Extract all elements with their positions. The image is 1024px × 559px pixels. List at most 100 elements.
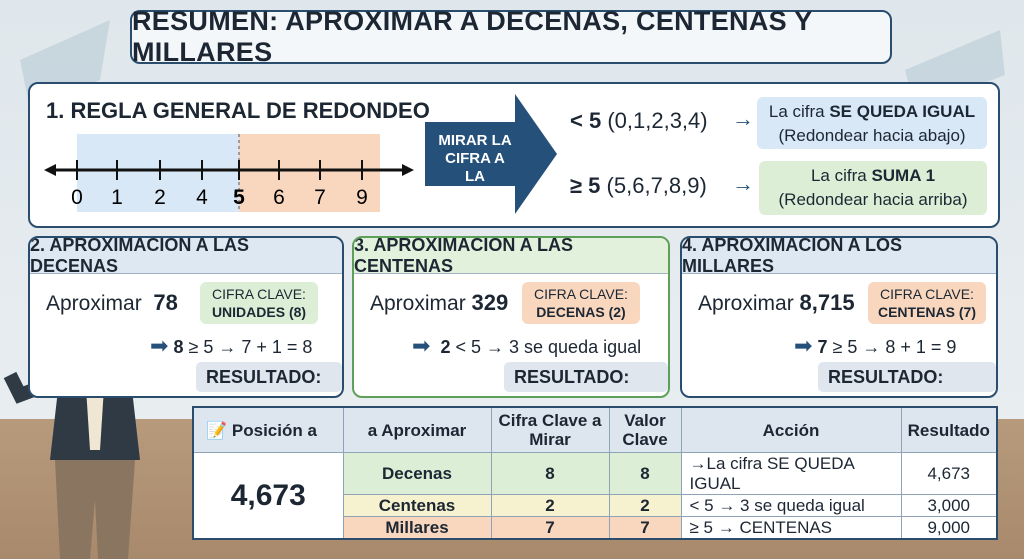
result: RESULTADO: 300 <box>504 362 668 392</box>
prefix: La cifra <box>810 166 867 185</box>
cell: ≥ 5 → CENTENAS <box>680 516 902 540</box>
result: RESULTADO: 9,000 <box>818 362 996 392</box>
key-value: CENTENAS (7) <box>877 304 976 320</box>
digit: 8 <box>173 337 184 357</box>
title: RESUMEN: APROXIMAR A DECENAS, CENTENAS Y… <box>130 6 892 67</box>
prompt-text: Aproximar <box>370 292 466 315</box>
prompt-text: Aproximar <box>46 292 142 315</box>
tick-label: 7 <box>314 186 326 209</box>
heading: 3. APROXIMACIÓN A LAS CENTENAS <box>354 238 668 276</box>
table-body: 4,673 Decenas 8 8 →La cifra SE QUEDA IGUAL 4,… <box>192 452 998 540</box>
header-cell: Valor Clave <box>608 406 682 454</box>
header-cell: Acción <box>680 406 902 454</box>
header-cell: 📝 Posición a <box>192 406 344 454</box>
key-value: UNIDADES (8) <box>211 304 307 320</box>
arrow-head <box>44 164 56 176</box>
rule-panel: 1. REGLA GENERAL DE REDONDEO 0 1 2 4 5 6 7 9 MI… <box>28 82 1000 228</box>
table-row: Millares 7 7 ≥ 5 → CENTENAS 9,000 <box>193 516 998 540</box>
cell: Centenas <box>342 494 492 518</box>
step-text: ≥ 5 → 7 + 1 = 8 <box>188 337 313 357</box>
case-low: < 5 (0,1,2,3,4) <box>570 108 708 134</box>
digit: 2 <box>440 337 451 357</box>
high-zone <box>239 134 380 212</box>
digits: (5,6,7,8,9) <box>606 173 707 198</box>
arrow: → <box>732 106 754 131</box>
key: CIFRA CLAVE: UNIDADES (8) <box>200 282 318 324</box>
key-value: DECENAS (2) <box>536 304 626 320</box>
table-row: 4,673 Decenas 8 8 →La cifra SE QUEDA IGUAL 4,… <box>192 452 998 540</box>
key-label: CIFRA CLAVE: <box>212 286 306 302</box>
step: ➡ 2 < 5 → 3 se queda igual <box>412 333 642 358</box>
prefix: La cifra <box>768 102 825 121</box>
tick-label: 2 <box>154 186 166 209</box>
low-zone <box>77 134 239 212</box>
tick-label: 0 <box>71 186 83 209</box>
cell: < 5 → 3 se queda igual <box>680 494 902 518</box>
result: RESULTADO: 80 <box>196 362 342 392</box>
ticks: 0 1 2 4 5 6 7 9 <box>71 160 368 209</box>
cell: 4,673 <box>900 452 998 496</box>
table-row: Centenas 2 2 < 5 → 3 se queda igual 3,000 <box>193 494 998 518</box>
tick-label: 4 <box>196 186 208 209</box>
cell: 2 <box>490 494 610 518</box>
key: CIFRA CLAVE: DECENAS (2) <box>522 282 640 324</box>
step: ➡ 8 ≥ 5 → 7 + 1 = 8 <box>150 333 313 358</box>
digit: 7 <box>817 337 828 357</box>
note: (Redondear hacia abajo) <box>778 126 966 145</box>
key-label: CIFRA CLAVE: <box>534 286 628 302</box>
heading: 4. APROXIMACIÓN A LOS MILLARES <box>682 238 996 276</box>
header-cell: Resultado <box>900 406 998 454</box>
cell: 2 <box>608 494 682 518</box>
case-high: ≥ 5 (5,6,7,8,9) <box>570 173 707 199</box>
header-text: Posición a <box>231 420 317 440</box>
cell: 7 <box>490 516 610 540</box>
step-text: ≥ 5 → 8 + 1 = 9 <box>832 337 957 357</box>
prompt-text: Aproximar <box>698 292 794 315</box>
example-hundreds: 3. APROXIMACIÓN A LAS CENTENAS Aproximar… <box>352 236 670 398</box>
cell: 7 <box>608 516 682 540</box>
header-row: 📝 Posición a a Aproximar Cifra Clave a M… <box>192 406 998 454</box>
cell: 3,000 <box>900 494 998 518</box>
example-thousands: 4. APROXIMACIÓN A LOS MILLARES Aproximar… <box>680 236 998 398</box>
example-tens: 2. APROXIMACIÓN A LAS DECENAS Aproximar … <box>28 236 344 398</box>
prompt: Aproximar 78 <box>46 290 178 316</box>
tick-label: 9 <box>356 186 368 209</box>
prompt: Aproximar 329 <box>370 290 508 316</box>
result-low: La cifra SE QUEDA IGUAL (Redondear hacia … <box>757 97 987 149</box>
header-cell: Cifra Clave a Mirar <box>490 406 610 454</box>
heading: 2. APROXIMACIÓN A LAS DECENAS <box>30 238 342 276</box>
cell: Decenas <box>342 452 492 496</box>
tick-label: 1 <box>111 186 123 209</box>
strong: SE QUEDA IGUAL <box>829 102 976 121</box>
number: 78 <box>153 290 178 315</box>
arrow: → <box>732 171 754 196</box>
condition: < 5 <box>570 108 602 133</box>
tick-label: 5 <box>233 186 245 209</box>
strong: SUMA 1 <box>871 166 936 185</box>
tick-label: 6 <box>273 186 285 209</box>
cell: 8 <box>608 452 682 496</box>
step: ➡ 7 ≥ 5 → 8 + 1 = 9 <box>794 333 957 358</box>
condition: ≥ 5 <box>570 173 601 198</box>
step-text: < 5 → 3 se queda igual <box>455 337 642 357</box>
cell: 9,000 <box>900 516 998 540</box>
rule-heading: 1. REGLA GENERAL DE REDONDEO <box>46 98 430 123</box>
cell: Millares <box>342 516 492 540</box>
look-right-arrow <box>425 94 557 214</box>
number-cell: 4,673 <box>192 452 344 540</box>
look-right-text: MIRAR LA CIFRA A LA DERECHA <box>437 132 513 203</box>
number: 8,715 <box>799 290 855 315</box>
arrow-head <box>402 164 414 176</box>
key-label: CIFRA CLAVE: <box>880 286 974 302</box>
result-high: La cifra SUMA 1 (Redondear hacia arriba) <box>759 161 987 215</box>
cell: 8 <box>490 452 610 496</box>
note: (Redondear hacia arriba) <box>778 190 968 209</box>
header-cell: a Aproximar <box>342 406 492 454</box>
prompt: Aproximar 8,715 <box>698 290 855 316</box>
key: CIFRA CLAVE: CENTENAS (7) <box>868 282 986 324</box>
number: 329 <box>471 290 509 315</box>
cell: →La cifra SE QUEDA IGUAL <box>680 452 902 496</box>
